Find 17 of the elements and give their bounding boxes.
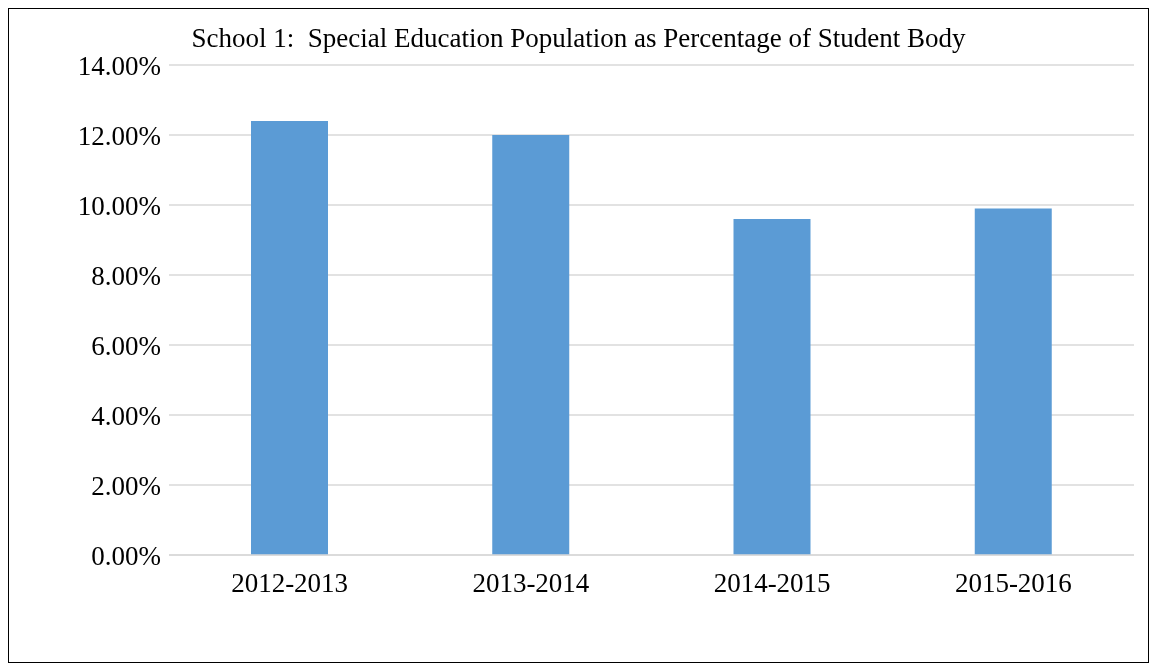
x-tick-label: 2014-2015 [713, 568, 831, 599]
y-tick-label: 10.00% [77, 190, 161, 221]
y-tick-label: 4.00% [91, 400, 161, 431]
x-tick-label: 2012-2013 [231, 568, 349, 599]
bar [974, 208, 1052, 555]
y-tick-label: 14.00% [77, 50, 161, 81]
chart-title: School 1: Special Education Population as Percentage of Student Body [191, 23, 966, 53]
y-tick-label: 6.00% [91, 330, 161, 361]
x-tick-label: 2015-2016 [954, 568, 1072, 599]
bar [492, 135, 570, 555]
bar [251, 121, 328, 555]
y-tick-label: 12.00% [77, 120, 161, 151]
y-tick-label: 0.00% [91, 540, 161, 571]
y-tick-label: 8.00% [91, 260, 161, 291]
x-tick-label: 2013-2014 [472, 568, 590, 599]
bar [733, 219, 811, 555]
y-tick-label: 2.00% [91, 470, 161, 501]
